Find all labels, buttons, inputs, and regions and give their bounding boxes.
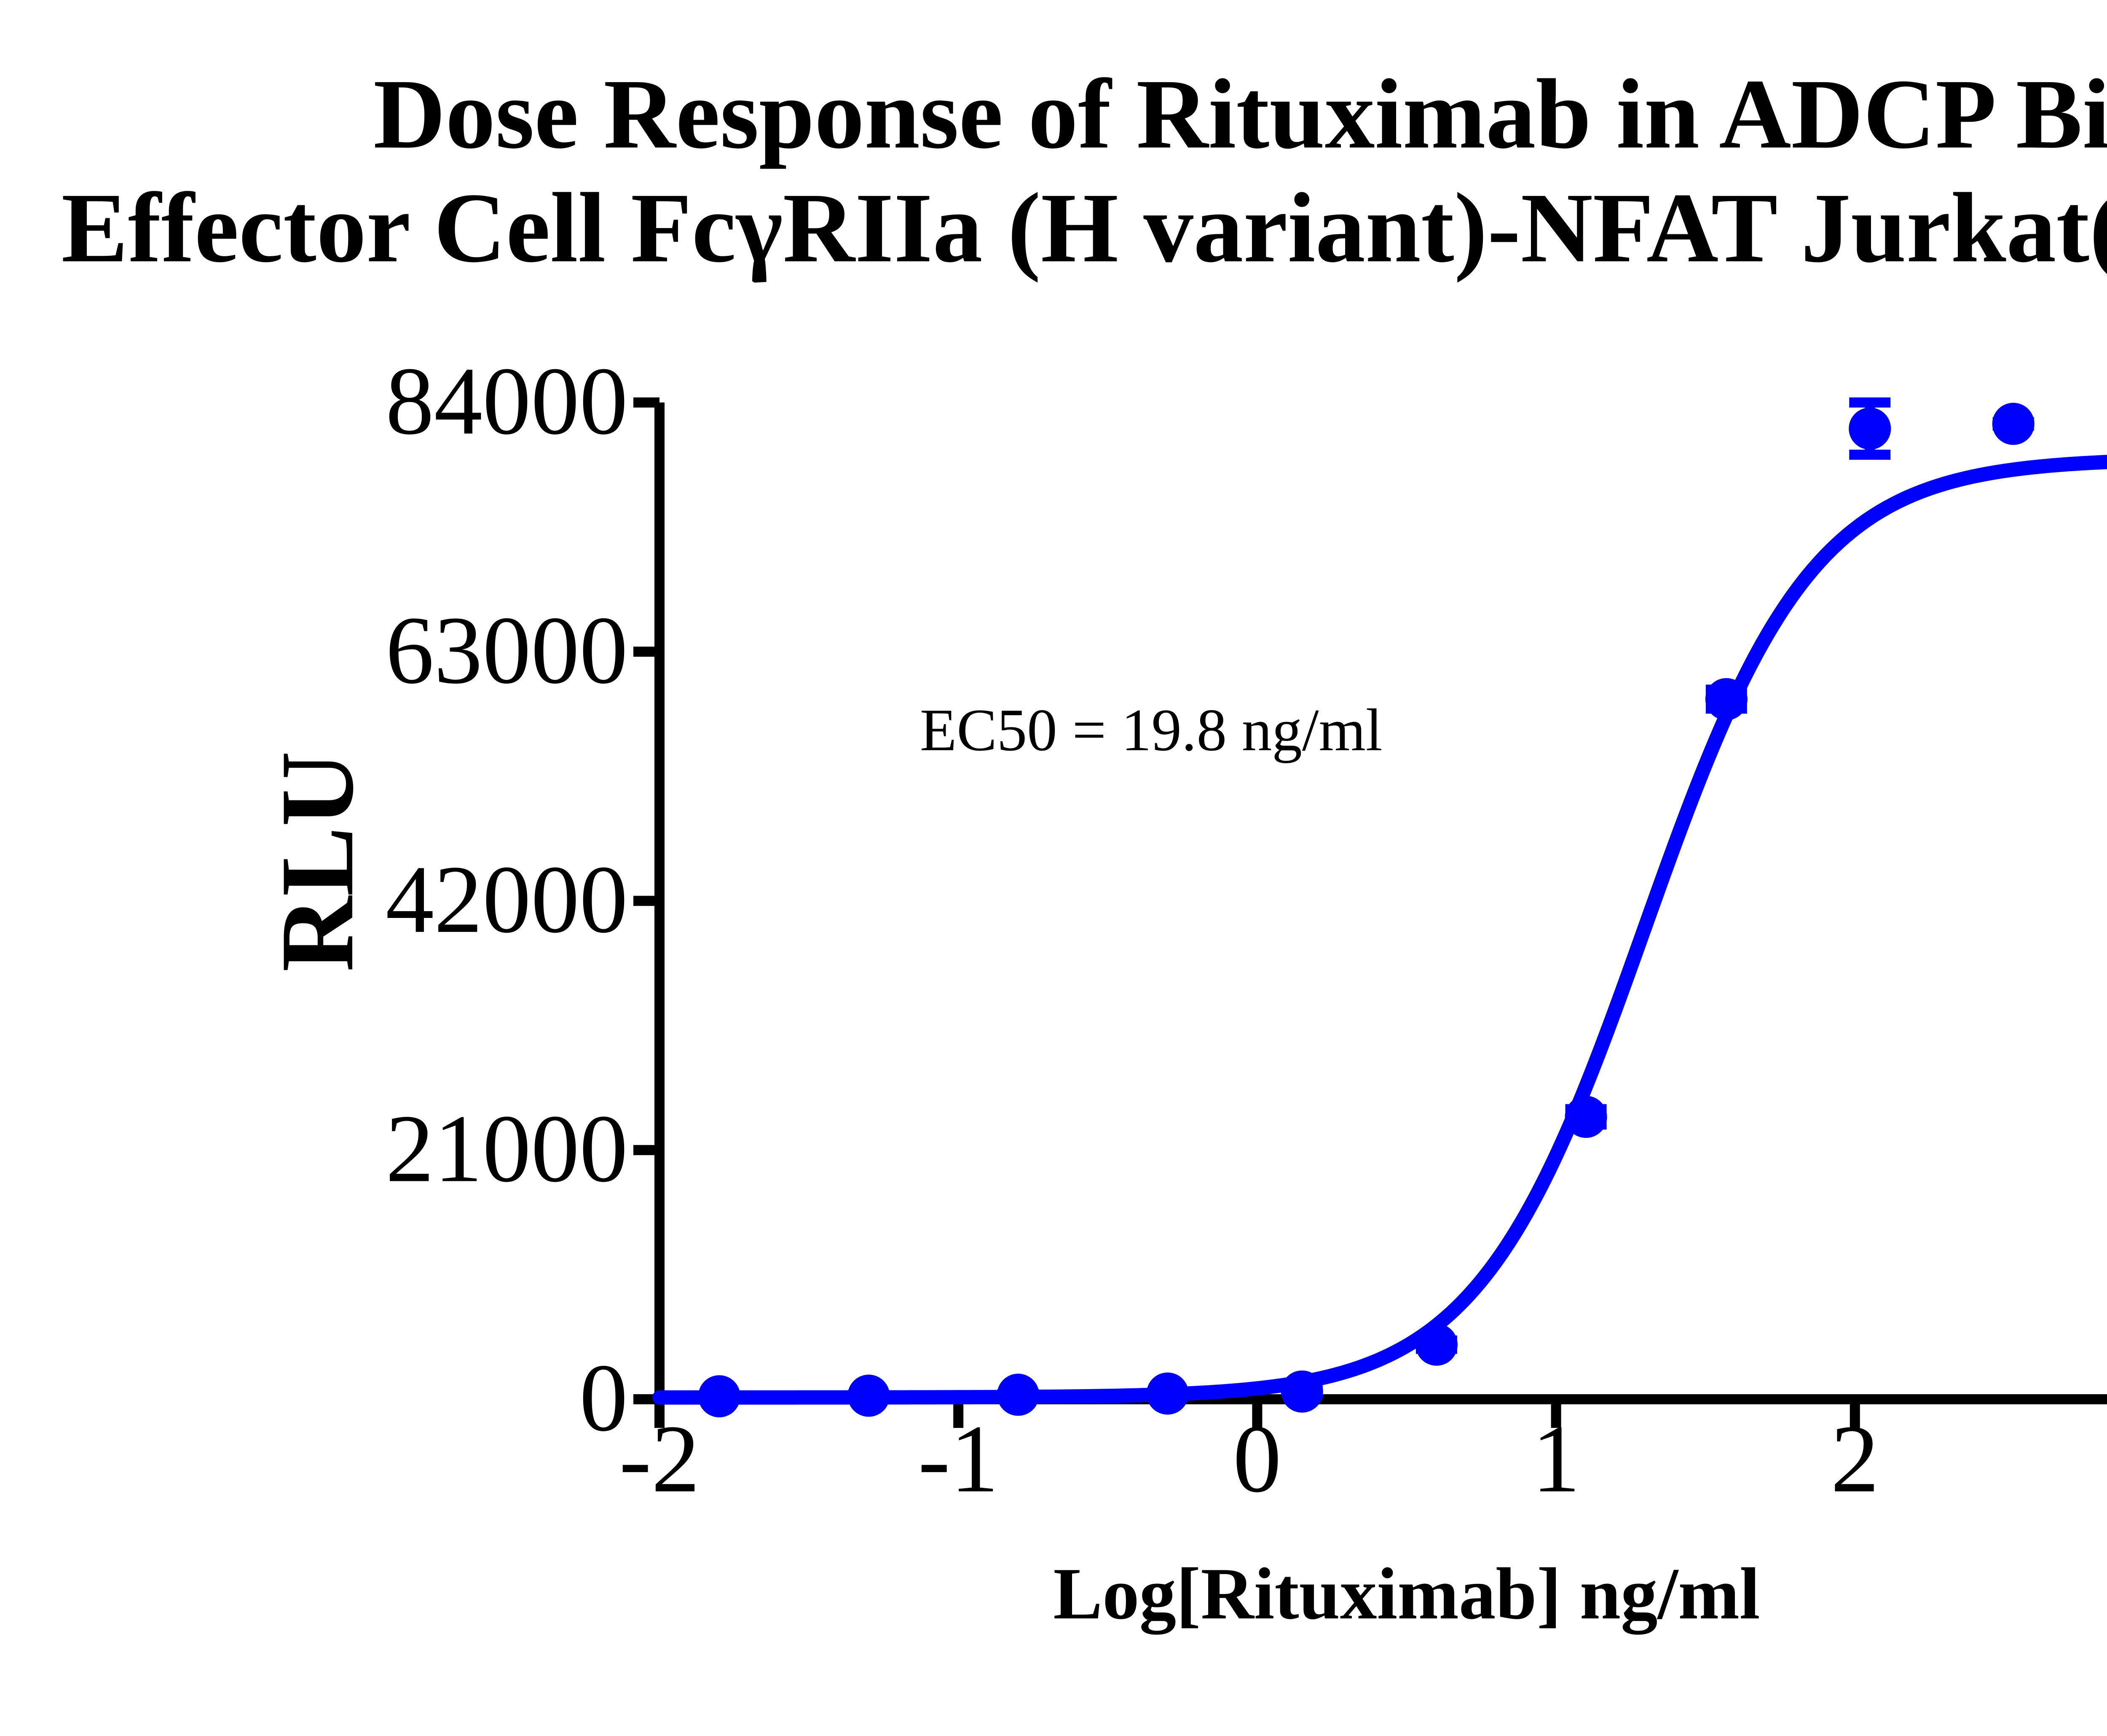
svg-text:1: 1 [1532,1405,1580,1513]
svg-text:-2: -2 [619,1405,700,1513]
svg-text:2: 2 [1831,1405,1879,1513]
svg-text:84000: 84000 [386,347,628,455]
svg-text:63000: 63000 [386,596,628,704]
svg-text:-1: -1 [918,1405,999,1513]
svg-text:21000: 21000 [386,1095,628,1202]
svg-text:Dose Response of Rituximab in: Dose Response of Rituximab in ADCP Bioas… [373,59,2107,169]
svg-text:42000: 42000 [386,845,628,953]
svg-text:EC50 = 19.8 ng/ml: EC50 = 19.8 ng/ml [920,697,1383,763]
svg-text:0: 0 [1233,1405,1281,1513]
svg-text:Effector Cell FcγRIIa (H varia: Effector Cell FcγRIIa (H variant)-NFAT J… [62,173,2107,283]
svg-text:Log[Rituximab] ng/ml: Log[Rituximab] ng/ml [1053,1553,1760,1635]
svg-text:RLU: RLU [259,751,375,972]
